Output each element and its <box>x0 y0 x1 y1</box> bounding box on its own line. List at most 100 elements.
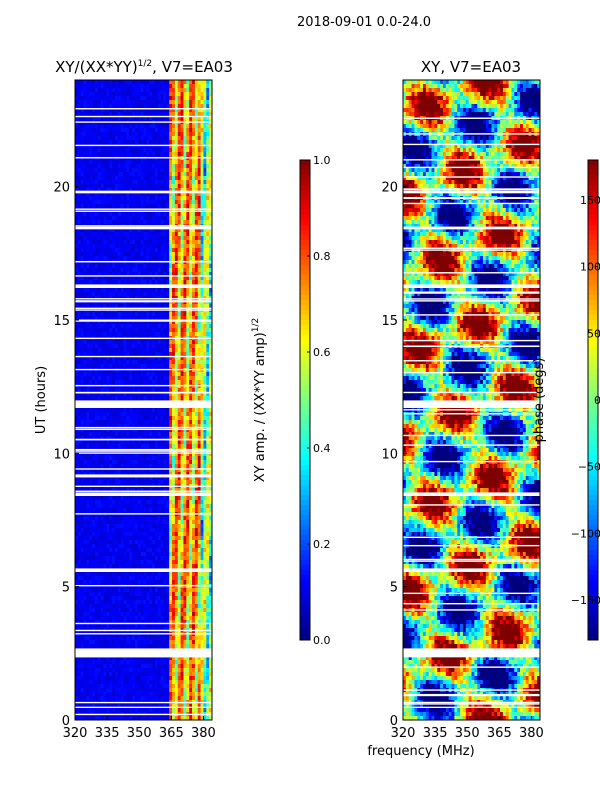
heatmap-cell <box>189 288 193 293</box>
heatmap-cell <box>112 272 116 277</box>
heatmap-cell <box>100 160 104 165</box>
heatmap-cell <box>157 464 162 469</box>
heatmap-cell <box>146 468 150 473</box>
heatmap-cell <box>143 288 147 293</box>
heatmap-cell <box>192 220 196 225</box>
heatmap-cell <box>180 412 184 417</box>
heatmap-cell <box>77 208 82 213</box>
heatmap-cell <box>206 392 210 397</box>
heatmap-cell <box>183 256 187 261</box>
heatmap-cell <box>209 444 213 449</box>
heatmap-cell <box>77 152 82 157</box>
heatmap-cell <box>75 272 79 277</box>
heatmap-cell <box>143 316 147 321</box>
heatmap-cell <box>100 248 104 253</box>
heatmap-cell <box>112 288 116 293</box>
heatmap-cell <box>146 344 150 349</box>
heatmap-cell <box>183 464 187 469</box>
heatmap-cell <box>183 312 187 317</box>
heatmap-cell <box>197 92 201 97</box>
heatmap-cell <box>166 432 170 437</box>
heatmap-cell <box>112 364 116 369</box>
heatmap-cell <box>106 108 110 113</box>
heatmap-cell <box>154 152 159 157</box>
heatmap-cell <box>189 228 193 233</box>
heatmap-cell <box>183 424 187 429</box>
heatmap-cell <box>163 324 167 329</box>
heatmap-cell <box>177 372 181 377</box>
heatmap-cell <box>109 128 113 133</box>
heatmap-cell <box>166 244 170 249</box>
heatmap-cell <box>83 452 87 457</box>
heatmap-cell <box>77 84 82 89</box>
heatmap-cell <box>132 200 136 205</box>
heatmap-cell <box>129 220 133 225</box>
heatmap-cell <box>129 348 133 353</box>
heatmap-cell <box>114 332 119 337</box>
heatmap-cell <box>106 244 110 249</box>
heatmap-cell <box>120 252 124 257</box>
heatmap-cell <box>157 208 162 213</box>
heatmap-cell <box>129 172 133 177</box>
heatmap-cell <box>114 348 119 353</box>
heatmap-cell <box>160 100 164 105</box>
heatmap-cell <box>177 468 181 473</box>
heatmap-cell <box>75 472 79 477</box>
heatmap-cell <box>157 256 162 261</box>
heatmap-cell <box>154 364 159 369</box>
heatmap-cell <box>109 288 113 293</box>
heatmap-cell <box>180 460 184 465</box>
heatmap-cell <box>86 460 90 465</box>
heatmap-cell <box>75 212 79 217</box>
heatmap-cell <box>103 132 107 137</box>
heatmap-cell <box>94 460 99 465</box>
heatmap-cell <box>134 216 139 221</box>
heatmap-cell <box>209 476 213 481</box>
heatmap-cell <box>80 488 84 493</box>
heatmap-cell <box>157 372 162 377</box>
heatmap-cell <box>177 444 181 449</box>
heatmap-cell <box>146 320 150 325</box>
heatmap-cell <box>166 248 170 253</box>
heatmap-cell <box>92 184 96 189</box>
heatmap-cell <box>123 328 127 333</box>
heatmap-cell <box>77 252 82 257</box>
heatmap-cell <box>160 344 164 349</box>
heatmap-cell <box>160 132 164 137</box>
heatmap-cell <box>97 420 102 425</box>
heatmap-cell <box>123 244 127 249</box>
heatmap-cell <box>152 388 156 393</box>
heatmap-cell <box>194 176 199 181</box>
heatmap-cell <box>132 456 136 461</box>
heatmap-cell <box>169 432 173 437</box>
heatmap-cell <box>166 212 170 217</box>
heatmap-cell <box>94 420 99 425</box>
heatmap-cell <box>146 252 150 257</box>
heatmap-cell <box>146 236 150 241</box>
heatmap-cell <box>109 252 113 257</box>
heatmap-cell <box>86 452 90 457</box>
heatmap-cell <box>129 236 133 241</box>
heatmap-cell <box>80 184 84 189</box>
heatmap-cell <box>75 252 79 257</box>
heatmap-cell <box>94 172 99 177</box>
heatmap-cell <box>89 124 93 129</box>
heatmap-cell <box>152 100 156 105</box>
heatmap-cell <box>77 188 82 193</box>
heatmap-cell <box>100 244 104 249</box>
heatmap-cell <box>83 272 87 277</box>
heatmap-cell <box>126 160 130 165</box>
heatmap-cell <box>112 196 116 201</box>
heatmap-cell <box>149 396 153 401</box>
heatmap-cell <box>154 196 159 201</box>
heatmap-cell <box>169 228 173 233</box>
heatmap-cell <box>200 272 204 277</box>
heatmap-cell <box>152 196 156 201</box>
heatmap-cell <box>203 232 207 237</box>
heatmap-cell <box>137 84 142 89</box>
heatmap-cell <box>117 144 122 149</box>
heatmap-cell <box>134 464 139 469</box>
heatmap-cell <box>100 436 104 441</box>
heatmap-cell <box>86 172 90 177</box>
heatmap-cell <box>197 172 201 177</box>
